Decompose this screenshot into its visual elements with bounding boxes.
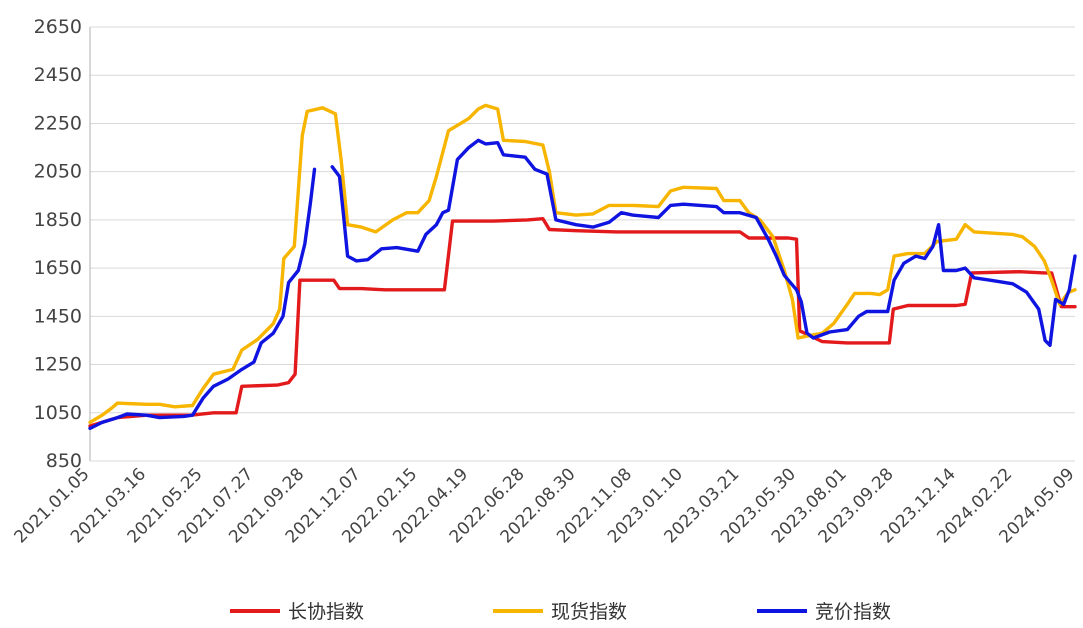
legend-label-0: 长协指数 xyxy=(288,601,364,623)
series-line-0 xyxy=(88,217,1077,428)
x-axis-ticks: 2021.01.052021.03.162021.05.252021.07.27… xyxy=(11,464,1079,547)
y-axis-ticks: 850 1050 1250 1450 1650 1850 2050 2250 2450 2650 xyxy=(34,16,82,472)
series-lines xyxy=(88,103,1077,431)
y-tick-label: 2450 xyxy=(34,64,82,86)
legend-label-2: 竞价指数 xyxy=(815,601,891,623)
legend: 长协指数 现货指数 竞价指数 xyxy=(230,601,891,623)
y-tick-label: 1450 xyxy=(34,305,82,327)
y-tick-label: 1050 xyxy=(34,402,82,424)
y-tick-label: 2050 xyxy=(34,161,82,183)
y-tick-label: 2250 xyxy=(34,112,82,134)
y-tick-label: 850 xyxy=(46,450,82,472)
gridlines xyxy=(89,26,1075,462)
y-tick-label: 1650 xyxy=(34,257,82,279)
series-line-2 xyxy=(88,138,1077,431)
y-tick-label: 1850 xyxy=(34,209,82,231)
y-tick-label: 2650 xyxy=(34,16,82,38)
series-line-1 xyxy=(88,103,1077,425)
legend-label-1: 现货指数 xyxy=(551,601,627,623)
y-tick-label: 1250 xyxy=(34,354,82,376)
